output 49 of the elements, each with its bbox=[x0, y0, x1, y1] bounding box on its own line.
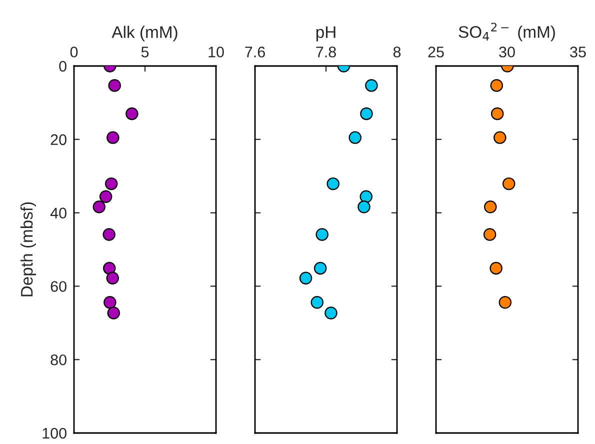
point bbox=[484, 200, 497, 214]
x-tick-label: 5 bbox=[141, 46, 149, 58]
point bbox=[360, 107, 373, 120]
y-axis-title: Depth (mbsf) bbox=[20, 202, 36, 296]
point bbox=[498, 296, 512, 309]
point bbox=[483, 228, 496, 241]
x-axis-title: pH bbox=[316, 26, 336, 42]
point bbox=[104, 296, 116, 309]
point bbox=[102, 228, 116, 241]
point bbox=[326, 177, 340, 190]
y-tick-label: 40 bbox=[50, 208, 66, 218]
x-axis-title: SO$_{4}$$^{2−}$ (mM) bbox=[458, 22, 555, 42]
point bbox=[99, 190, 112, 204]
point bbox=[104, 177, 118, 190]
point bbox=[490, 79, 503, 92]
x-tick-label: 10 bbox=[208, 46, 224, 58]
point bbox=[490, 107, 504, 120]
point bbox=[494, 131, 506, 144]
y-tick-label: 20 bbox=[50, 134, 66, 146]
point bbox=[106, 272, 119, 284]
point bbox=[310, 296, 324, 309]
x-tick-label: 25 bbox=[428, 46, 444, 58]
point bbox=[102, 262, 116, 275]
point bbox=[360, 190, 372, 204]
x-axis-title: Alk (mM) bbox=[112, 26, 178, 42]
point bbox=[106, 131, 120, 144]
y-tick-label: 80 bbox=[50, 354, 66, 366]
point bbox=[299, 272, 312, 284]
point bbox=[502, 177, 516, 190]
y-tick-label: 100 bbox=[42, 428, 66, 439]
x-tick-label: 0 bbox=[70, 46, 78, 58]
y-tick-label: 0 bbox=[59, 60, 66, 72]
x-tick-label: 8 bbox=[393, 46, 401, 58]
point bbox=[314, 262, 327, 275]
point bbox=[108, 79, 121, 92]
point bbox=[490, 262, 502, 275]
point bbox=[348, 131, 362, 144]
x-tick-label: 7.8 bbox=[316, 46, 336, 58]
point bbox=[92, 200, 106, 214]
y-tick-label: 60 bbox=[50, 281, 66, 292]
point bbox=[324, 306, 338, 320]
point bbox=[126, 107, 138, 120]
point bbox=[358, 200, 370, 214]
point bbox=[316, 228, 328, 241]
x-tick-label: 7.6 bbox=[245, 46, 265, 58]
point bbox=[365, 79, 378, 92]
x-tick-label: 35 bbox=[570, 46, 586, 58]
point bbox=[107, 306, 120, 320]
x-tick-label: 30 bbox=[499, 46, 515, 58]
